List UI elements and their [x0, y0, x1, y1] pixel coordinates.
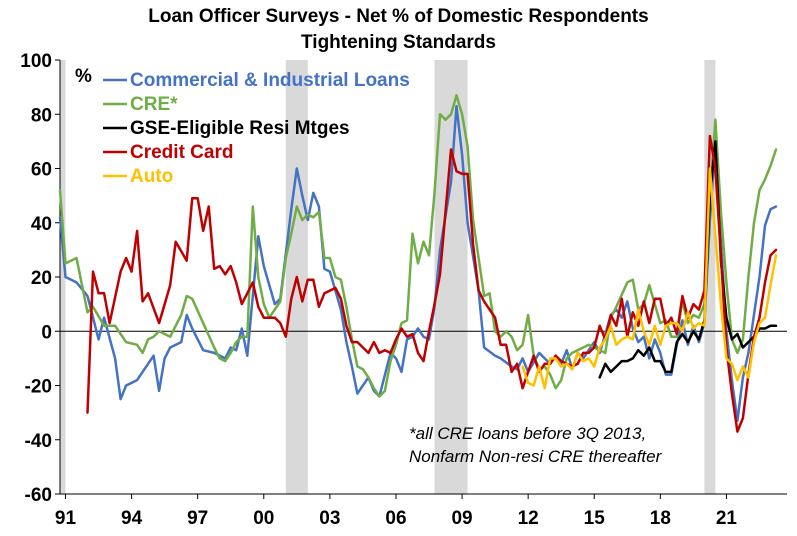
series-line-4	[86, 134, 778, 433]
x-tick-label: 97	[187, 508, 208, 529]
chart-title: Loan Officer Surveys - Net % of Domestic…	[148, 6, 649, 27]
y-tick-label: 40	[31, 214, 52, 235]
y-tick-label: -20	[25, 377, 52, 398]
y-tick-label: 20	[31, 268, 52, 289]
x-tick-label: 12	[518, 508, 539, 529]
annotation-line-1: *all CRE loans before 3Q 2013,	[409, 424, 646, 443]
legend-label: GSE-Eligible Resi Mtges	[130, 118, 350, 139]
annotation-line-2: Nonfarm Non-resi CRE thereafter	[409, 447, 663, 466]
recession-band	[704, 60, 716, 494]
y-tick-label: 60	[31, 160, 52, 181]
series-line-3	[598, 140, 778, 379]
y-tick-label: -40	[25, 431, 52, 452]
y-tick-label: 100	[20, 51, 52, 72]
legend-label: Commercial & Industrial Loans	[130, 70, 410, 91]
legend-label: Auto	[130, 166, 173, 187]
x-tick-label: 09	[451, 508, 472, 529]
x-tick-label: 91	[55, 508, 77, 529]
x-tick-label: 21	[716, 508, 738, 529]
y-tick-label: 0	[41, 322, 52, 343]
y-tick-label: -60	[25, 485, 52, 506]
recession-band	[60, 60, 66, 494]
series-lines	[58, 94, 778, 433]
series-line-5	[521, 167, 778, 390]
y-unit-label: %	[75, 66, 92, 87]
legend-label: Credit Card	[130, 142, 233, 163]
x-tick-label: 94	[121, 508, 143, 529]
series-line-1	[58, 104, 778, 423]
y-tick-label: 80	[31, 105, 52, 126]
x-tick-label: 18	[650, 508, 671, 529]
legend: Commercial & Industrial Loans CRE* GSE-Eli…	[103, 70, 410, 187]
x-tick-label: 06	[385, 508, 406, 529]
legend-label: CRE*	[130, 94, 178, 115]
chart-subtitle: Tightening Standards	[301, 32, 496, 53]
x-tick-label: 00	[253, 508, 274, 529]
axes: -60 -40 -20 0 20 40 60 80 100 91 94 97 00 03 06 09 12 15 1…	[20, 51, 787, 529]
x-tick-label: 15	[584, 508, 606, 529]
x-tick-label: 03	[319, 508, 340, 529]
